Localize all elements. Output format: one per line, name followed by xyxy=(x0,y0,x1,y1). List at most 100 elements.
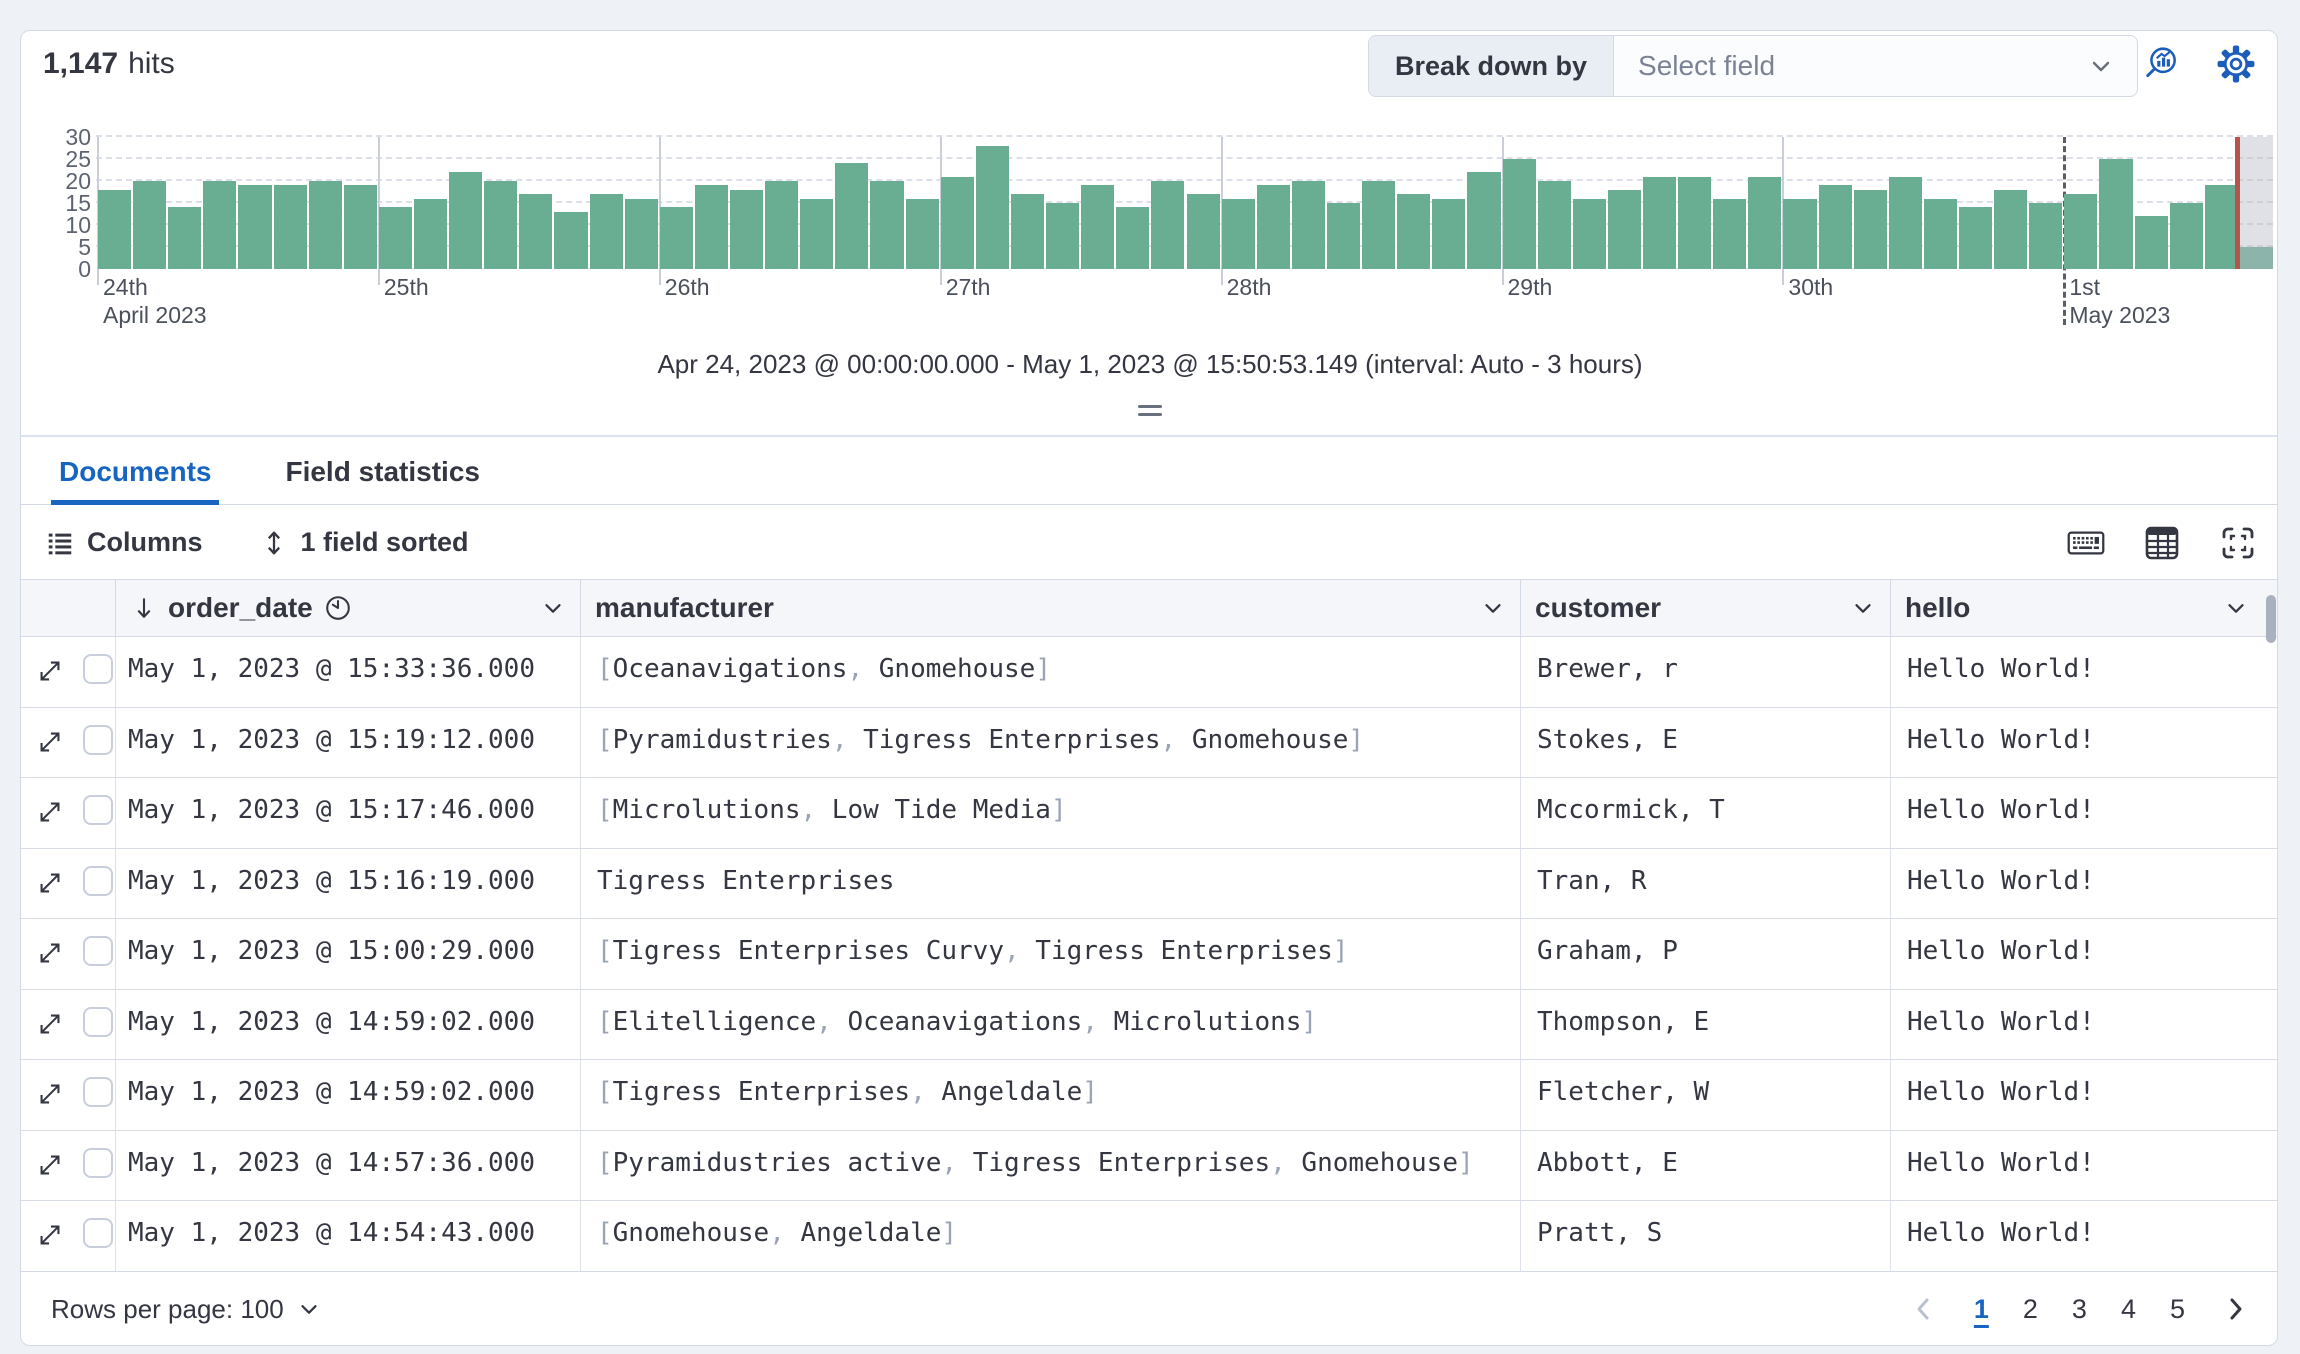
page-4-button[interactable]: 4 xyxy=(2120,1293,2136,1324)
keyboard-shortcuts-icon[interactable] xyxy=(2067,524,2105,562)
chevron-down-icon[interactable] xyxy=(1480,595,1506,621)
histogram-bar[interactable] xyxy=(1818,185,1852,269)
histogram-bar[interactable] xyxy=(238,185,272,269)
histogram-bar[interactable] xyxy=(905,198,939,269)
histogram-bar[interactable] xyxy=(2134,216,2168,269)
histogram-bar[interactable] xyxy=(659,207,693,269)
histogram-bar[interactable] xyxy=(98,189,132,269)
histogram-bar[interactable] xyxy=(378,207,412,269)
histogram-bar[interactable] xyxy=(203,181,237,269)
row-checkbox[interactable] xyxy=(83,724,113,755)
row-checkbox[interactable] xyxy=(83,654,113,684)
histogram-bar[interactable] xyxy=(449,172,483,269)
histogram-bar[interactable] xyxy=(133,181,167,269)
row-checkbox[interactable] xyxy=(83,1147,113,1178)
page-2-button[interactable]: 2 xyxy=(2022,1293,2038,1324)
histogram-bar[interactable] xyxy=(800,198,834,269)
histogram-bar[interactable] xyxy=(2204,185,2238,269)
edit-visualization-icon[interactable] xyxy=(2143,45,2181,83)
histogram-bar[interactable] xyxy=(1010,194,1045,269)
histogram-bar[interactable] xyxy=(554,211,588,269)
histogram-bar[interactable] xyxy=(1397,194,1431,269)
histogram-bar[interactable] xyxy=(2169,203,2203,269)
histogram-bar[interactable] xyxy=(1151,181,1185,269)
column-header-order-date[interactable]: order_date xyxy=(116,580,581,636)
histogram-bar[interactable] xyxy=(1046,203,1080,269)
histogram-bar[interactable] xyxy=(1994,189,2028,269)
histogram-bar[interactable] xyxy=(168,207,202,269)
row-checkbox[interactable] xyxy=(83,795,113,825)
histogram-bar[interactable] xyxy=(1256,185,1290,269)
histogram-bar[interactable] xyxy=(2239,247,2273,269)
histogram-bar[interactable] xyxy=(624,198,658,269)
column-header-hello[interactable]: hello xyxy=(1891,580,2263,636)
histogram-bar[interactable] xyxy=(1923,198,1957,269)
expand-document-icon[interactable] xyxy=(35,1150,65,1201)
histogram-bar[interactable] xyxy=(1467,172,1501,269)
expand-document-icon[interactable] xyxy=(35,938,65,989)
fullscreen-icon[interactable] xyxy=(2219,524,2257,562)
column-header-manufacturer[interactable]: manufacturer xyxy=(581,580,1521,636)
histogram-bar[interactable] xyxy=(1362,181,1396,269)
row-checkbox[interactable] xyxy=(83,1218,113,1248)
gear-icon[interactable] xyxy=(2217,45,2255,83)
histogram-bar[interactable] xyxy=(1607,189,1641,269)
scrollbar-thumb[interactable] xyxy=(2266,595,2276,643)
chevron-down-icon[interactable] xyxy=(2223,595,2249,621)
histogram-bar[interactable] xyxy=(1502,159,1536,269)
row-checkbox[interactable] xyxy=(83,865,113,896)
histogram-bar[interactable] xyxy=(835,163,869,269)
page-5-button[interactable]: 5 xyxy=(2169,1293,2185,1324)
histogram-bar[interactable] xyxy=(1326,203,1361,269)
columns-button[interactable]: Columns xyxy=(45,527,203,558)
resize-handle[interactable] xyxy=(21,405,2277,416)
histogram-bar[interactable] xyxy=(414,198,448,269)
histogram-bar[interactable] xyxy=(1958,207,1993,269)
tab-documents[interactable]: Documents xyxy=(51,442,220,505)
sort-fields-button[interactable]: 1 field sorted xyxy=(259,527,469,558)
chevron-down-icon[interactable] xyxy=(1850,595,1876,621)
histogram-bar[interactable] xyxy=(1888,176,1922,269)
next-page-icon[interactable] xyxy=(2217,1295,2253,1323)
chevron-down-icon[interactable] xyxy=(2087,36,2137,96)
previous-page-icon[interactable] xyxy=(1906,1295,1942,1323)
chevron-down-icon[interactable] xyxy=(540,595,566,621)
vertical-scrollbar[interactable] xyxy=(2263,587,2277,1271)
column-header-customer[interactable]: customer xyxy=(1521,580,1891,636)
histogram-bar[interactable] xyxy=(1186,194,1220,269)
histogram-bar[interactable] xyxy=(1291,181,1325,269)
histogram-bar[interactable] xyxy=(2099,159,2133,269)
histogram-bar[interactable] xyxy=(1713,198,1747,269)
row-checkbox[interactable] xyxy=(83,936,113,966)
histogram-bar[interactable] xyxy=(1116,207,1150,269)
expand-document-icon[interactable] xyxy=(35,797,65,848)
page-1-button[interactable]: 1 xyxy=(1973,1293,1989,1324)
histogram-bar[interactable] xyxy=(1537,181,1571,269)
expand-document-icon[interactable] xyxy=(35,1009,65,1060)
histogram-bar[interactable] xyxy=(730,189,764,269)
histogram-bar[interactable] xyxy=(273,185,307,269)
histogram-bar[interactable] xyxy=(343,185,377,269)
rows-per-page-button[interactable]: Rows per page: 100 xyxy=(51,1294,322,1325)
expand-document-icon[interactable] xyxy=(35,656,65,707)
row-checkbox[interactable] xyxy=(83,1006,113,1037)
histogram-bar[interactable] xyxy=(1221,198,1255,269)
histogram-bar[interactable] xyxy=(975,145,1009,269)
histogram-bar[interactable] xyxy=(1678,176,1712,269)
page-3-button[interactable]: 3 xyxy=(2071,1293,2087,1324)
histogram-bar[interactable] xyxy=(1783,198,1817,269)
histogram-bar[interactable] xyxy=(1853,189,1887,269)
histogram-bar[interactable] xyxy=(1081,185,1115,269)
expand-document-icon[interactable] xyxy=(35,727,65,778)
histogram-bar[interactable] xyxy=(1642,176,1677,269)
histogram-bar[interactable] xyxy=(519,194,553,269)
histogram-bar[interactable] xyxy=(589,194,623,269)
row-checkbox[interactable] xyxy=(83,1077,113,1107)
histogram-bar[interactable] xyxy=(1572,198,1606,269)
breakdown-select[interactable]: Select field xyxy=(1638,50,1776,81)
histogram-bar[interactable] xyxy=(870,181,904,269)
histogram-bar[interactable] xyxy=(308,181,342,269)
expand-document-icon[interactable] xyxy=(35,1079,65,1130)
histogram-bar[interactable] xyxy=(1748,176,1782,269)
histogram-bar[interactable] xyxy=(2029,203,2063,269)
